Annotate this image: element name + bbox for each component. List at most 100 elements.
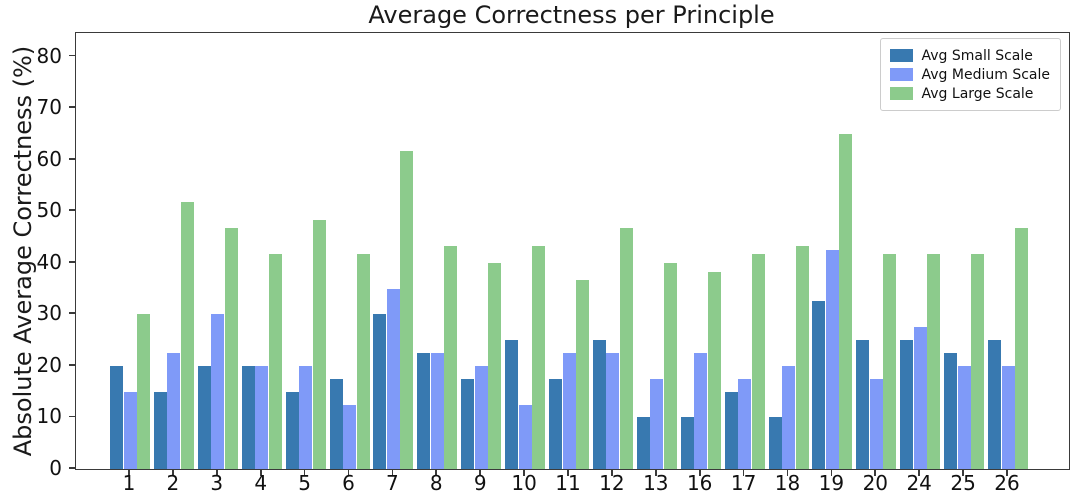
x-tick-mark [654,469,657,476]
bar-avg-large-scale-24 [927,254,941,469]
bar-avg-small-scale-2 [153,391,167,469]
legend-item-avg-large-scale: Avg Large Scale [889,84,1050,103]
bar-avg-medium-scale-11 [562,353,576,469]
bar-avg-large-scale-13 [663,262,677,469]
x-tick-mark [303,469,306,476]
y-tick-mark [69,312,75,315]
bar-avg-small-scale-19 [812,301,826,469]
legend-label: Avg Medium Scale [921,66,1050,83]
bar-avg-small-scale-24 [900,340,914,469]
y-tick-mark [69,106,75,108]
bar-avg-large-scale-20 [883,254,897,469]
x-tick-label: 16 [686,471,713,495]
x-tick-label: 26 [994,471,1020,495]
legend-item-avg-medium-scale: Avg Medium Scale [889,65,1050,84]
bar-avg-small-scale-20 [856,340,870,469]
bar-avg-large-scale-2 [180,202,194,469]
x-tick-label: 20 [862,471,889,495]
y-tick-label: 50 [36,198,62,223]
x-tick-mark [128,469,130,476]
bar-avg-medium-scale-17 [738,378,752,469]
bar-avg-medium-scale-13 [650,378,664,469]
bar-avg-medium-scale-7 [386,288,400,469]
bar-avg-small-scale-3 [197,365,211,469]
x-tick-mark [259,469,262,476]
x-tick-mark [347,469,350,476]
legend-swatch-avg-small-scale [889,49,913,62]
x-tick-mark [786,469,789,476]
bar-avg-large-scale-16 [707,271,721,469]
bar-avg-large-scale-18 [795,245,809,469]
bar-avg-small-scale-11 [549,378,562,469]
bar-avg-small-scale-13 [636,417,650,469]
x-tick-mark [611,469,613,476]
x-tick-label: 17 [730,471,757,495]
y-tick-mark [69,363,75,366]
bar-avg-medium-scale-4 [255,365,269,469]
x-tick-label: 25 [950,471,976,495]
bar-avg-small-scale-8 [417,353,431,469]
bar-avg-small-scale-1 [110,365,123,469]
bar-avg-large-scale-6 [356,254,370,469]
bar-avg-large-scale-12 [619,228,633,469]
x-tick-label: 3 [210,471,224,495]
bar-avg-medium-scale-1 [123,391,137,469]
x-tick-label: 18 [774,471,801,495]
x-tick-label: 13 [643,471,669,495]
bar-avg-medium-scale-6 [343,404,356,469]
bar-avg-small-scale-16 [680,417,694,469]
x-tick-mark [918,469,921,476]
x-tick-label: 7 [386,471,399,495]
bar-avg-large-scale-7 [400,150,414,469]
x-tick-label: 1 [122,471,136,495]
y-tick-mark [69,54,75,57]
y-tick-label: 80 [36,43,62,68]
x-tick-mark [698,469,701,476]
bar-avg-medium-scale-24 [913,327,927,469]
x-tick-mark [567,469,569,476]
x-tick-label: 19 [818,471,845,495]
y-tick-mark [69,260,75,263]
x-tick-label: 6 [342,471,355,495]
x-tick-label: 10 [511,471,537,495]
x-tick-mark [874,469,877,476]
bar-avg-medium-scale-2 [167,353,181,469]
bar-avg-large-scale-9 [488,262,502,469]
x-tick-label: 11 [555,471,581,495]
bar-avg-large-scale-11 [576,279,589,469]
bar-avg-medium-scale-19 [825,249,839,469]
y-tick-mark [69,157,75,160]
plot-area: Avg Small Scale Avg Medium Scale Avg Large… [75,32,1070,470]
x-tick-mark [391,469,394,476]
x-tick-mark [172,469,174,476]
x-tick-label: 9 [473,471,487,495]
y-tick-label: 70 [36,95,62,120]
x-tick-mark [523,469,525,476]
bar-avg-medium-scale-5 [299,365,313,469]
x-tick-mark [479,469,482,476]
y-tick-label: 40 [36,249,62,274]
y-tick-mark [69,467,75,469]
legend-label: Avg Small Scale [921,47,1033,64]
bar-avg-medium-scale-3 [211,314,225,469]
x-tick-label: 12 [599,471,625,495]
x-tick-label: 8 [429,471,443,495]
bar-avg-small-scale-7 [373,314,387,469]
bar-avg-medium-scale-10 [518,404,532,469]
bar-avg-large-scale-17 [751,254,765,469]
y-tick-label: 20 [36,352,62,377]
x-tick-label: 5 [298,471,311,495]
bar-avg-small-scale-4 [241,365,255,469]
bar-avg-medium-scale-25 [957,365,971,469]
bar-avg-medium-scale-26 [1001,365,1015,469]
bar-avg-small-scale-12 [592,340,606,469]
y-tick-label: 30 [36,301,62,326]
bar-avg-medium-scale-16 [694,353,708,469]
legend-swatch-avg-large-scale [889,87,913,100]
bar-avg-small-scale-9 [461,378,475,469]
chart-title: Average Correctness per Principle [368,1,775,29]
bar-avg-large-scale-25 [971,254,985,469]
bar-avg-large-scale-8 [444,245,458,469]
bar-avg-large-scale-4 [268,254,282,469]
